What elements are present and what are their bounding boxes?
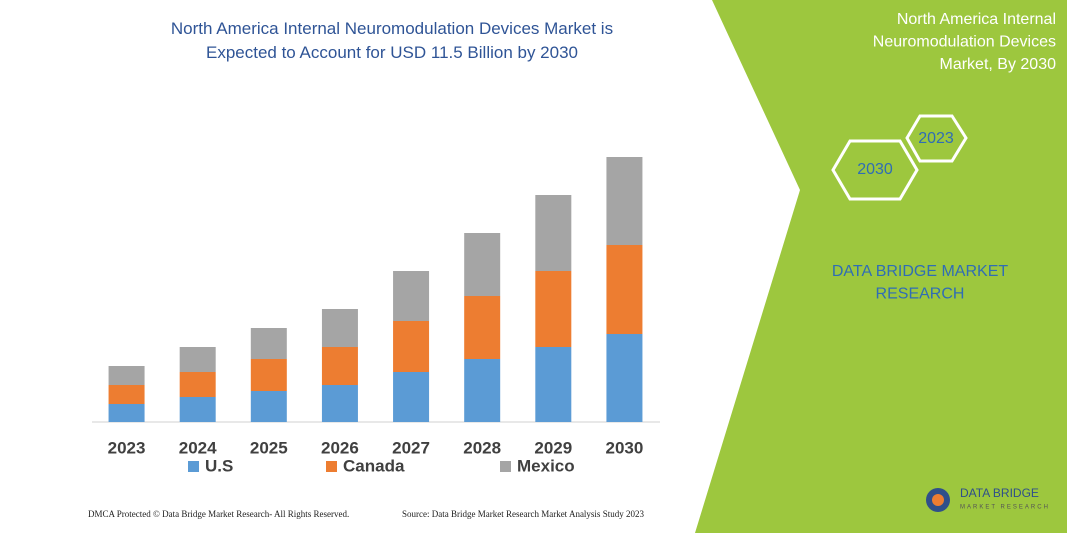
bar-segment <box>108 404 145 422</box>
panel-title: North America Internal Neuromodulation De… <box>873 11 1056 73</box>
footer-right: Source: Data Bridge Market Research Mark… <box>402 509 644 519</box>
legend-swatch <box>188 461 199 472</box>
legend-label: Canada <box>343 456 405 475</box>
x-tick-label: 2027 <box>392 438 430 457</box>
bar-segment <box>393 321 430 372</box>
bar-segment <box>535 347 572 422</box>
x-tick-label: 2023 <box>108 438 146 457</box>
bar-segment <box>179 397 216 422</box>
legend-label: Mexico <box>517 456 575 475</box>
x-tick-label: 2030 <box>606 438 644 457</box>
bar-segment <box>321 309 358 347</box>
hexagon <box>905 114 968 163</box>
logo-name: DATA BRIDGE <box>960 486 1039 500</box>
bar-segment <box>250 391 287 422</box>
hexagon-label: 2023 <box>918 130 954 147</box>
bar-segment <box>393 271 430 321</box>
hexagon <box>831 139 919 201</box>
bar-segment <box>535 195 572 271</box>
side-panel <box>695 0 1067 533</box>
bar-segment <box>464 359 501 422</box>
logo-tagline: MARKET RESEARCH <box>960 505 1050 511</box>
bar-segment <box>250 328 287 359</box>
bar-segment <box>179 372 216 397</box>
legend-swatch <box>500 461 511 472</box>
bar-segment <box>606 157 643 245</box>
bar-segment <box>606 245 643 334</box>
hexagon-label: 2030 <box>857 161 893 178</box>
x-tick-label: 2024 <box>179 438 217 457</box>
legend-swatch <box>326 461 337 472</box>
panel-brand: DATA BRIDGE MARKET RESEARCH <box>832 263 1009 302</box>
bar-segment <box>535 271 572 347</box>
footer-left: DMCA Protected © Data Bridge Market Rese… <box>88 509 349 519</box>
bar-segment <box>321 347 358 385</box>
bar-segment <box>108 385 145 404</box>
x-tick-label: 2025 <box>250 438 288 457</box>
bar-segment <box>464 296 501 359</box>
bar-segment <box>393 372 430 422</box>
x-tick-label: 2029 <box>534 438 572 457</box>
legend-label: U.S <box>205 456 233 475</box>
bar-segment <box>321 385 358 422</box>
x-tick-label: 2028 <box>463 438 501 457</box>
x-tick-label: 2026 <box>321 438 359 457</box>
bar-segment <box>250 359 287 391</box>
logo-mark <box>932 494 944 506</box>
bar-segment <box>108 366 145 385</box>
bar-segment <box>606 334 643 422</box>
bar-segment <box>464 233 501 296</box>
bar-segment <box>179 347 216 372</box>
chart-title: North America Internal Neuromodulation D… <box>171 19 613 62</box>
